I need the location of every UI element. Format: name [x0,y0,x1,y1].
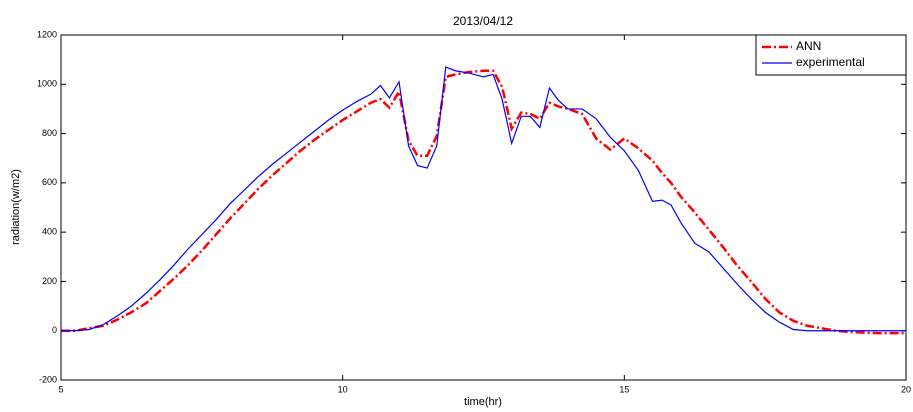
data-line [61,66,906,332]
legend-box [755,34,907,76]
legend-label: ANN [796,39,821,53]
x-axis-label: time(hr) [464,396,502,408]
y-tick-label: 200 [42,276,57,286]
x-tick-label: 10 [338,384,348,394]
x-tick-label: 20 [901,384,911,394]
y-tick-label: 0 [52,325,57,335]
chart-title: 2013/04/12 [453,14,513,28]
x-tick-label: 15 [619,384,629,394]
plot-area [60,34,907,381]
legend-label: experimental [796,55,865,69]
legend: ANN experimental [755,34,907,76]
y-tick-label: -200 [39,374,57,384]
y-tick-label: 800 [42,128,57,138]
y-tick-label: 1000 [37,79,57,89]
data-line [61,69,906,335]
x-tick-label: 5 [58,384,63,394]
y-tick-label: 600 [42,177,57,187]
y-axis-label: radiation(w/m2) [10,169,22,245]
y-tick-label: 1200 [37,29,57,39]
y-tick-label: 400 [42,227,57,237]
